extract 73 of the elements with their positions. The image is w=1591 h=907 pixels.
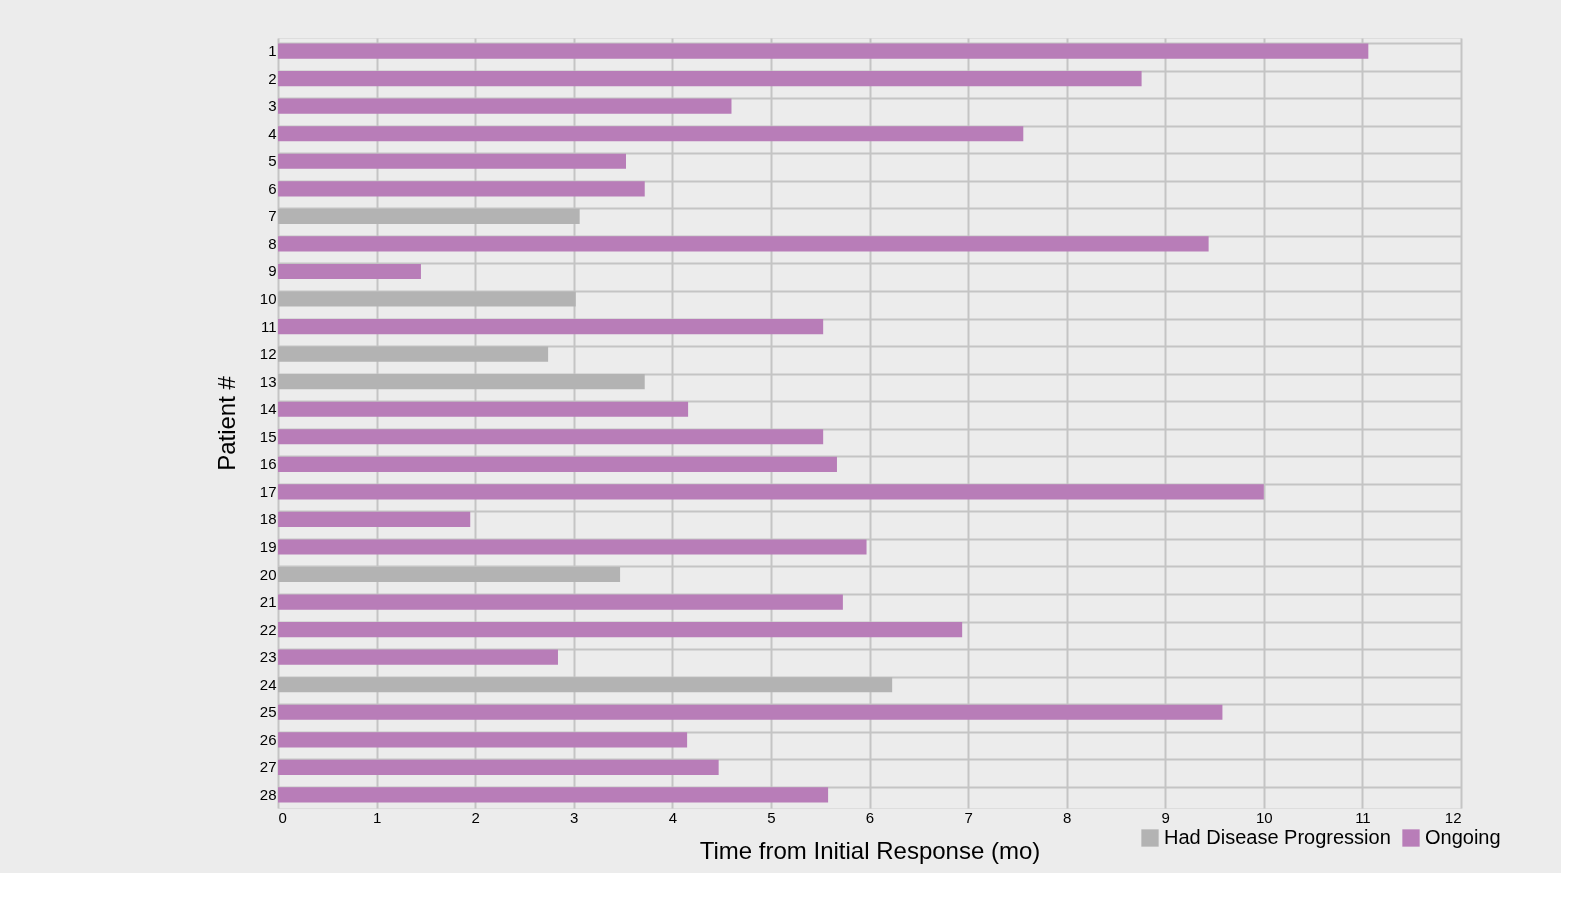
- y-tick-label: 7: [268, 207, 277, 225]
- y-tick-label: 14: [259, 400, 277, 418]
- y-tick-label: 11: [260, 317, 277, 335]
- y-tick-label: 26: [259, 730, 277, 748]
- y-tick-label: 9: [268, 262, 277, 280]
- y-tick-label: 24: [259, 675, 277, 693]
- y-tick-label: 16: [259, 455, 277, 473]
- x-tick-label: 8: [1062, 808, 1072, 826]
- y-tick-label: 3: [268, 97, 277, 115]
- bar: [278, 291, 576, 307]
- bar: [278, 484, 1264, 500]
- y-tick-label: 18: [259, 510, 277, 528]
- bar: [278, 759, 719, 775]
- bar: [278, 566, 621, 583]
- y-tick-label: 12: [259, 345, 277, 363]
- y-tick-label: 10: [259, 290, 277, 308]
- y-tick-label: 1: [268, 42, 277, 60]
- x-tick-label: 4: [668, 808, 678, 826]
- bar: [278, 511, 471, 527]
- y-axis-title: Patient #: [212, 375, 240, 471]
- y-tick-label: 17: [259, 482, 277, 500]
- y-tick-label: 23: [259, 648, 277, 666]
- bar: [278, 704, 1223, 720]
- x-tick-label: 10: [1255, 808, 1273, 826]
- bar: [278, 319, 824, 335]
- bar: [278, 787, 829, 803]
- x-tick-label: 11: [1355, 808, 1371, 826]
- x-tick-label: 6: [865, 808, 875, 826]
- y-tick-label: 8: [268, 234, 277, 252]
- bar: [278, 539, 867, 555]
- legend-label: Had Disease Progression: [1164, 826, 1391, 848]
- bar: [278, 401, 689, 417]
- x-tick-label: 7: [964, 808, 973, 826]
- bar: [278, 126, 1024, 142]
- bar: [278, 429, 824, 445]
- x-axis-title: Time from Initial Response (mo): [699, 836, 1041, 864]
- bar: [278, 208, 580, 224]
- y-tick-label: 20: [259, 565, 277, 583]
- y-tick-label: 25: [259, 703, 277, 721]
- bar: [278, 594, 843, 610]
- bar: [278, 456, 837, 472]
- x-tick-label: 9: [1161, 808, 1170, 826]
- bar: [278, 677, 893, 693]
- y-tick-label: 5: [268, 152, 277, 170]
- x-tick-label: 0: [278, 808, 287, 826]
- x-tick-label: 3: [570, 808, 579, 826]
- bar: [278, 236, 1209, 252]
- y-tick-label: 6: [268, 179, 277, 197]
- bar: [278, 181, 645, 197]
- bar: [278, 732, 688, 748]
- bar: [278, 71, 1142, 87]
- legend-label: Ongoing: [1425, 826, 1501, 848]
- y-tick-label: 22: [259, 620, 277, 638]
- bar: [278, 374, 645, 390]
- bar: [278, 43, 1369, 59]
- y-tick-label: 2: [268, 69, 277, 87]
- y-tick-label: 4: [268, 124, 277, 142]
- bar: [278, 622, 963, 638]
- y-tick-label: 21: [259, 593, 277, 611]
- x-tick-label: 5: [767, 808, 776, 826]
- y-tick-label: 15: [259, 427, 277, 445]
- bar: [278, 346, 549, 362]
- x-tick-label: 12: [1444, 808, 1462, 826]
- y-tick-label: 28: [259, 785, 277, 803]
- bar: [278, 98, 732, 114]
- y-tick-label: 27: [259, 758, 277, 776]
- bar: [278, 649, 558, 665]
- bar: [278, 153, 626, 169]
- bar: [278, 263, 421, 280]
- x-tick-label: 1: [372, 808, 382, 826]
- y-tick-label: 13: [259, 372, 277, 390]
- x-tick-label: 2: [471, 808, 480, 826]
- y-tick-label: 19: [259, 537, 277, 555]
